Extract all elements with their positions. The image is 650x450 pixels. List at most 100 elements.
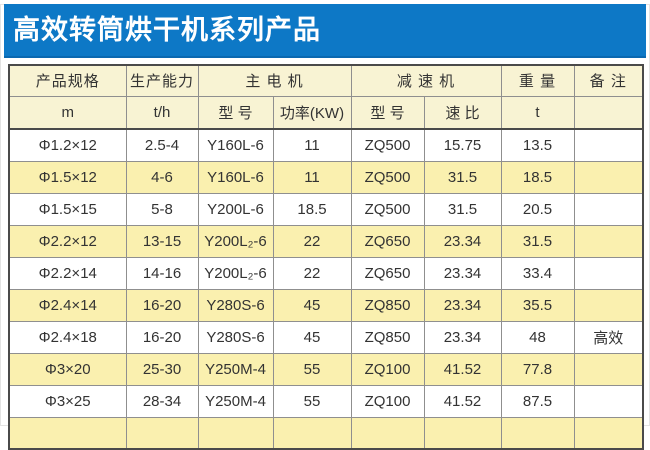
table-cell: 高效: [573, 320, 644, 354]
table-cell: [573, 352, 644, 386]
header-reducer: 减 速 机: [350, 64, 502, 97]
table-cell: Φ2.4×18: [8, 320, 127, 354]
table-cell: Y200L-6: [197, 192, 274, 226]
table-row: Φ2.2×12 13-15 Y200L₂-6 22 ZQ650 23.34 31.5: [8, 224, 644, 258]
table-cell: ZQ650: [350, 224, 425, 258]
table-cell: 48: [500, 320, 575, 354]
table-cell: 33.4: [500, 256, 575, 290]
header-main-motor: 主 电 机: [197, 64, 352, 97]
table-cell: 22: [272, 224, 352, 258]
header-product-spec: 产品规格: [8, 64, 127, 97]
table-cell: Y280S-6: [197, 288, 274, 322]
table-cell: 16-20: [125, 320, 199, 354]
table-body: Φ1.2×12 2.5-4 Y160L-6 11 ZQ500 15.75 13.5 Φ1.5×…: [8, 128, 644, 450]
table-cell: [573, 224, 644, 258]
header-remarks-empty: [573, 95, 644, 130]
table-row: Φ1.2×12 2.5-4 Y160L-6 11 ZQ500 15.75 13.5: [8, 128, 644, 162]
table-cell: Y200L₂-6: [197, 224, 274, 258]
table-row: Φ2.2×14 14-16 Y200L₂-6 22 ZQ650 23.34 33.4: [8, 256, 644, 290]
table-cell: 4-6: [125, 160, 199, 194]
table-cell: Φ2.4×14: [8, 288, 127, 322]
table-header: 产品规格 生产能力 主 电 机 减 速 机 重 量 备 注 m t/h 型 号 …: [8, 64, 644, 130]
table-cell: 31.5: [423, 160, 502, 194]
table-cell: Φ1.5×12: [8, 160, 127, 194]
table-cell: ZQ850: [350, 288, 425, 322]
table-cell: 20.5: [500, 192, 575, 226]
table-cell: ZQ100: [350, 384, 425, 418]
table-row: Φ2.4×18 16-20 Y280S-6 45 ZQ850 23.34 48 高效: [8, 320, 644, 354]
table-cell: 23.34: [423, 224, 502, 258]
table-cell: [573, 160, 644, 194]
table-cell: 23.34: [423, 320, 502, 354]
table-row: Φ3×25 28-34 Y250M-4 55 ZQ100 41.52 87.5: [8, 384, 644, 418]
header-unit-th: t/h: [125, 95, 199, 130]
table-row: Φ1.5×15 5-8 Y200L-6 18.5 ZQ500 31.5 20.5: [8, 192, 644, 226]
table-cell: 28-34: [125, 384, 199, 418]
table-cell: 77.8: [500, 352, 575, 386]
table-row: Φ2.4×14 16-20 Y280S-6 45 ZQ850 23.34 35.5: [8, 288, 644, 322]
header-unit-m: m: [8, 95, 127, 130]
table-cell: Φ1.5×15: [8, 192, 127, 226]
header-motor-power: 功率(KW): [272, 95, 352, 130]
table-cell: Φ1.2×12: [8, 128, 127, 162]
table-cell: 31.5: [423, 192, 502, 226]
table-cell: 16-20: [125, 288, 199, 322]
table-cell: 15.75: [423, 128, 502, 162]
header-row-units: m t/h 型 号 功率(KW) 型 号 速 比 t: [8, 95, 644, 130]
table-row: Φ1.5×12 4-6 Y160L-6 11 ZQ500 31.5 18.5: [8, 160, 644, 194]
table-cell: 22: [272, 256, 352, 290]
table-cell: Φ2.2×12: [8, 224, 127, 258]
table-cell: 35.5: [500, 288, 575, 322]
header-weight: 重 量: [500, 64, 575, 97]
table-cell: 23.34: [423, 256, 502, 290]
table-cell: [573, 128, 644, 162]
table-cell: Y200L₂-6: [197, 256, 274, 290]
table-cell: ZQ650: [350, 256, 425, 290]
table-cell: [573, 192, 644, 226]
table-cell: ZQ850: [350, 320, 425, 354]
table-cell: ZQ500: [350, 192, 425, 226]
table-row: Φ3×20 25-30 Y250M-4 55 ZQ100 41.52 77.8: [8, 352, 644, 386]
table-cell: Φ3×20: [8, 352, 127, 386]
table-cell: [573, 384, 644, 418]
table-cell: 41.52: [423, 384, 502, 418]
table-cell: [573, 256, 644, 290]
table-cell: 13-15: [125, 224, 199, 258]
header-motor-model: 型 号: [197, 95, 274, 130]
table-cell: Y280S-6: [197, 320, 274, 354]
page-title: 高效转筒烘干机系列产品: [13, 14, 321, 45]
table-cell: ZQ500: [350, 160, 425, 194]
table-cell: Y250M-4: [197, 384, 274, 418]
header-speed-ratio: 速 比: [423, 95, 502, 130]
table-cell: 18.5: [272, 192, 352, 226]
table-cell: 18.5: [500, 160, 575, 194]
table-cell: ZQ500: [350, 128, 425, 162]
table-cell: 45: [272, 320, 352, 354]
table-cell: 55: [272, 384, 352, 418]
table-cell: 11: [272, 128, 352, 162]
table-cell: 87.5: [500, 384, 575, 418]
table-cell: 55: [272, 352, 352, 386]
table-cell: 45: [272, 288, 352, 322]
header-production-capacity: 生产能力: [125, 64, 199, 97]
header-reducer-model: 型 号: [350, 95, 425, 130]
table-cell: 5-8: [125, 192, 199, 226]
title-bar: 高效转筒烘干机系列产品: [4, 4, 646, 58]
table-cell: 25-30: [125, 352, 199, 386]
table-cell: 2.5-4: [125, 128, 199, 162]
table-cell: Φ3×25: [8, 384, 127, 418]
table-cell: Y160L-6: [197, 128, 274, 162]
table-cell: ZQ100: [350, 352, 425, 386]
table-cell: 31.5: [500, 224, 575, 258]
product-spec-table: 产品规格 生产能力 主 电 机 减 速 机 重 量 备 注 m t/h 型 号 …: [8, 64, 644, 450]
table-cell: 13.5: [500, 128, 575, 162]
table-cell: Φ2.2×14: [8, 256, 127, 290]
header-unit-t: t: [500, 95, 575, 130]
table-cell: 14-16: [125, 256, 199, 290]
table-cell: 11: [272, 160, 352, 194]
table-cell: 41.52: [423, 352, 502, 386]
header-remarks: 备 注: [573, 64, 644, 97]
header-row-groups: 产品规格 生产能力 主 电 机 减 速 机 重 量 备 注: [8, 64, 644, 97]
table-cell: Y160L-6: [197, 160, 274, 194]
table-cell: Y250M-4: [197, 352, 274, 386]
